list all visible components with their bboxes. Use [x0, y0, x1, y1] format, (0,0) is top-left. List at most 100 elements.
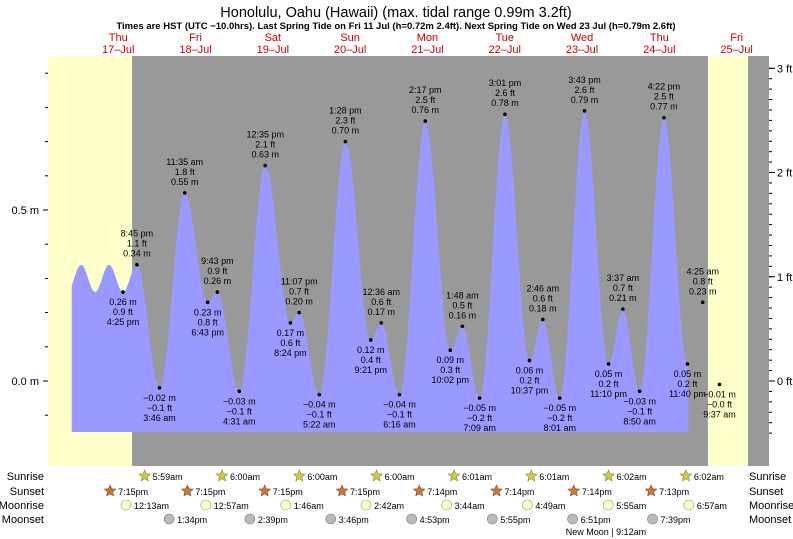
- moonrise-entry: 5:55am: [602, 499, 646, 511]
- moonrise-icon: [280, 499, 291, 511]
- extreme-meters: 0.79 m: [571, 95, 599, 105]
- extreme-point: [477, 396, 482, 400]
- row-label-right: Sunrise: [749, 471, 786, 483]
- sunrise-time: 6:01am: [539, 472, 569, 482]
- sunset-icon: [490, 484, 503, 497]
- extreme-point: [606, 362, 611, 366]
- sunrise-icon: [370, 469, 384, 482]
- extreme-label: −0.03 m−0.1 ft4:31 am: [223, 396, 256, 426]
- moonset-time: 3:46pm: [339, 515, 369, 525]
- row-label-left: Sunrise: [7, 471, 44, 483]
- sunrise-time: 6:01am: [462, 472, 492, 482]
- extreme-point: [157, 386, 162, 390]
- extreme-feet: 0.4 ft: [361, 355, 382, 365]
- moonset-icon: [647, 513, 658, 525]
- sunset-icon: [412, 484, 426, 497]
- extreme-meters: −0.02 m: [143, 393, 176, 403]
- extreme-meters: 0.76 m: [412, 105, 440, 115]
- moonrise-time: 6:57am: [697, 501, 727, 511]
- extreme-point: [662, 115, 666, 120]
- extreme-feet: 2.1 ft: [255, 140, 276, 150]
- axes: 0.0 m 0.5 m 0 ft 1 ft 2 ft 3 ft: [11, 63, 792, 434]
- day-of-week: Thu: [109, 32, 128, 44]
- extreme-meters: 0.18 m: [529, 303, 557, 313]
- extreme-time: 11:07 pm: [281, 277, 318, 287]
- moonrise-time: 5:55am: [616, 501, 646, 511]
- sunset-icon: [258, 484, 272, 497]
- extreme-label: 4:22 pm2.5 ft0.77 m: [648, 82, 681, 112]
- extreme-label: 0.12 m0.4 ft9:21 pm: [354, 345, 387, 375]
- sunset-icon: [335, 484, 349, 497]
- moonset-time: 5:55pm: [500, 515, 530, 525]
- extreme-meters: 0.06 m: [516, 365, 544, 375]
- sunrise-entry: 6:02am: [602, 469, 647, 482]
- extreme-point: [135, 262, 139, 267]
- extreme-feet: −0.1 ft: [387, 410, 413, 420]
- extreme-feet: 0.6 ft: [371, 297, 392, 307]
- moonrise-icon: [200, 499, 212, 511]
- sunrise-icon: [679, 469, 693, 482]
- moonset-time: 2:39pm: [258, 515, 288, 525]
- extreme-meters: 0.23 m: [689, 286, 717, 296]
- extreme-feet: 0.9 ft: [113, 307, 134, 317]
- right-tick-label: 1 ft: [777, 272, 792, 284]
- extreme-feet: 0.6 ft: [280, 338, 301, 348]
- tide-area: [71, 111, 689, 433]
- sunrise-icon: [524, 469, 538, 482]
- day-of-week: Fri: [730, 32, 743, 44]
- extreme-time: 4:25 pm: [107, 317, 140, 327]
- extreme-label: 3:37 am0.7 ft0.21 m: [607, 273, 640, 303]
- moonrise-entry: 12:13am: [120, 499, 169, 511]
- sunset-time: 7:13pm: [659, 487, 689, 497]
- extreme-label: 3:43 pm2.6 ft0.79 m: [568, 75, 601, 105]
- day-date: 25–Jul: [720, 44, 752, 56]
- day-headers: Thu17–JulFri18–JulSat19–JulSun20–JulMon2…: [102, 32, 753, 56]
- moonset-entry: 5:55pm: [487, 513, 530, 525]
- extreme-meters: 0.20 m: [285, 297, 313, 307]
- left-tick-label: 0.5 m: [11, 205, 39, 217]
- sunrise-icon: [215, 469, 229, 482]
- moonrise-time: 12:57am: [214, 501, 249, 511]
- sunrise-entry: 6:00am: [370, 469, 415, 482]
- extreme-label: 1:28 pm2.3 ft0.70 m: [329, 106, 362, 136]
- extreme-feet: 0.3 ft: [440, 365, 461, 375]
- extreme-meters: −0.03 m: [623, 396, 656, 406]
- extreme-label: −0.05 m−0.2 ft7:09 am: [463, 403, 496, 433]
- extreme-point: [237, 389, 242, 394]
- moonset-entry: 4:53pm: [406, 513, 450, 525]
- extreme-label: 8:45 pm1.1 ft0.34 m: [121, 229, 154, 259]
- extreme-time: 3:46 am: [143, 413, 176, 423]
- extreme-time: 8:45 pm: [121, 229, 154, 239]
- day-of-week: Tue: [495, 32, 514, 44]
- extreme-point: [368, 338, 373, 342]
- extreme-time: 1:28 pm: [329, 106, 362, 116]
- extreme-time: 6:43 pm: [191, 327, 224, 337]
- extreme-time: 11:10 pm: [590, 389, 627, 399]
- extreme-label: −0.04 m−0.1 ft6:16 am: [383, 400, 416, 430]
- extreme-point: [621, 307, 625, 311]
- sunset-time: 7:15pm: [350, 487, 380, 497]
- extreme-meters: 0.70 m: [332, 126, 360, 136]
- row-label-right: Moonset: [749, 514, 791, 526]
- sunrise-time: 6:02am: [694, 472, 724, 482]
- day-date: 23–Jul: [566, 44, 598, 56]
- sunset-entry: 7:14pm: [490, 484, 535, 497]
- extreme-label: 12:36 am0.6 ft0.17 m: [362, 287, 400, 317]
- extreme-point: [637, 389, 642, 394]
- extreme-label: 0.26 m0.9 ft4:25 pm: [107, 297, 140, 327]
- moonset-time: 4:53pm: [420, 515, 450, 525]
- moonrise-icon: [441, 499, 452, 511]
- extreme-label: 9:43 pm0.9 ft0.26 m: [201, 256, 234, 286]
- extreme-meters: 0.55 m: [171, 177, 199, 187]
- extreme-time: 9:21 pm: [354, 365, 387, 375]
- extreme-label: 3:01 pm2.6 ft0.78 m: [489, 78, 522, 108]
- extreme-label: −0.01 m−0.0 ft9:37 am: [703, 389, 736, 419]
- sunrise-time: 6:00am: [307, 472, 337, 482]
- moonrise-icon: [522, 499, 533, 511]
- extreme-meters: −0.05 m: [463, 403, 496, 413]
